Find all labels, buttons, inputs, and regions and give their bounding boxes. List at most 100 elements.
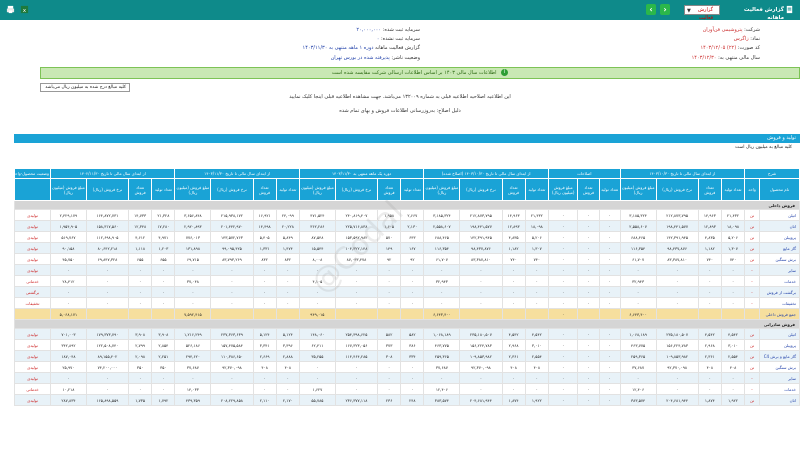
table-cell xyxy=(598,308,621,320)
table-cell: ۵۵,۷۸۵ xyxy=(298,394,336,406)
table-cell: ۵۸۲ xyxy=(400,328,425,340)
table-cell: - xyxy=(744,383,760,395)
table-cell: ۰ xyxy=(210,264,254,276)
table-cell: ۱,۳۰۷ xyxy=(720,242,746,254)
column-header: نرخ فروش (ریال) xyxy=(210,178,254,201)
table-cell: ۰ xyxy=(577,339,600,351)
table-cell: ۰ xyxy=(423,286,461,298)
product-name: سایر xyxy=(758,264,800,276)
table-cell: ۹۴۹,۰۱۵ xyxy=(298,308,336,320)
table-cell: ۳۰۸ xyxy=(377,350,402,362)
printer-icon[interactable] xyxy=(6,5,15,14)
table-cell: ۷۴۰ xyxy=(697,253,722,265)
table-cell: ۰ xyxy=(524,383,549,395)
table-row: اتان تن ۱۸,۰۹۸ ۱۲,۸۹۳ ۱۹۸,۴۴۱,۵۷۷ ۲,۵۵۸,۶۰۷ ۰ ۰… xyxy=(14,220,800,232)
table-cell: تن xyxy=(744,328,760,340)
table-cell: ۰ xyxy=(334,372,379,384)
column-header: تعداد تولید xyxy=(598,178,621,201)
table-cell: ۲,۴۲۹,۱۷۹ xyxy=(49,209,87,221)
excel-icon[interactable]: x xyxy=(20,5,29,14)
table-cell: - xyxy=(744,372,760,384)
table-cell: ۴۶۳,۷۷۵ xyxy=(423,339,461,351)
table-cell: ۲,۹۶۸ xyxy=(697,339,722,351)
report-type-select[interactable]: ▼ گزارش فعالیت xyxy=(684,5,720,21)
group-header: وضعیت محصول-واحد xyxy=(14,168,51,179)
table-cell: ۰ xyxy=(377,264,402,276)
table-cell: ۱۱۶,۳۵۴ xyxy=(423,242,461,254)
table-cell: ۰ xyxy=(400,383,425,395)
table-cell: تولیدی xyxy=(14,242,51,254)
table-cell: ۱۶۷,۳۲۳,۰۵۶ xyxy=(334,339,379,351)
table-cell: ۱,۴۷۴ xyxy=(275,242,300,254)
period-label: سال مالی منتهی به: xyxy=(718,55,760,61)
table-cell: ۰ xyxy=(577,394,600,406)
section-subtitle: کلیه مبالغ به میلیون ریال است xyxy=(735,145,792,150)
table-cell: ۱,۷۳۵ xyxy=(128,394,153,406)
table-cell: تولیدی xyxy=(14,350,51,362)
table-cell: ۶۸۸,۴۶۵ xyxy=(423,231,461,243)
table-cell: ۱۴۹ xyxy=(377,242,402,254)
product-name: گاز مایع xyxy=(758,242,800,254)
table-cell: تن xyxy=(744,339,760,351)
table-cell: ۰ xyxy=(252,286,277,298)
table-cell xyxy=(275,308,300,320)
table-cell: ۳,۰۱۰ xyxy=(524,339,549,351)
table-cell: ۰ xyxy=(423,297,461,309)
table-cell: ۱,۹۵۸ xyxy=(377,209,402,221)
table-cell: ۴۰۸ xyxy=(501,361,526,373)
table-cell: ۱۵۳,۵۹۲,۹۸۲ xyxy=(334,231,379,243)
product-name: برش سنگین xyxy=(758,253,800,265)
capital-unregistered-label: سرمایه ثبت نشده: xyxy=(381,36,420,42)
table-row: اتیلن تن ۴,۵۴۲ ۴,۵۴۲ ۲۳۵,۱۸۰,۵۰۷ ۱,۰۶۸,۱۸۹ ۰ ۰ ۰… xyxy=(14,328,800,340)
table-cell: ۰ xyxy=(547,209,579,221)
table-cell: ۱,۸۷۴ xyxy=(697,394,722,406)
table-cell xyxy=(744,308,760,320)
product-name: گاز مایع و برش C4 xyxy=(758,350,800,362)
table-cell: ۰ xyxy=(210,286,254,298)
table-cell: ۵۲۶,۱۸۶ xyxy=(174,339,212,351)
table-cell: تولیدی xyxy=(14,372,51,384)
table-cell: ۱۷۹,۳۷۳,۷۹۰ xyxy=(85,328,130,340)
table-cell: ۲۱,۴۳۲ xyxy=(524,209,549,221)
table-cell: ۲۱۵,۹۳۸,۱۷۲ xyxy=(210,209,254,221)
table-cell: ۰ xyxy=(275,383,300,395)
table-cell: ۰ xyxy=(275,264,300,276)
table-cell: ۰ xyxy=(697,286,722,298)
table-cell: ۰ xyxy=(524,297,549,309)
table-cell xyxy=(128,308,153,320)
table-cell xyxy=(501,308,526,320)
table-cell: ۰ xyxy=(459,275,503,287)
column-header: نرخ فروش (ریال) xyxy=(655,178,699,201)
table-cell: ۱۲,۸۹۳ xyxy=(697,220,722,232)
report-label: گزارش فعالیت ماهانه xyxy=(375,45,420,51)
table-cell: ۲۲۵,۷۱۶,۸۳۸ xyxy=(334,220,379,232)
table-cell: ۰ xyxy=(598,231,621,243)
table-cell: ۲,۹۶۸ xyxy=(501,339,526,351)
table-cell: ۱۶۷ xyxy=(400,242,425,254)
amendment-link[interactable]: این اطلاعیه اصلاحیه اطلاعیه قبلی به شمار… xyxy=(289,94,511,100)
table-cell: ۱۱۲,۶۹۸,۹۰۵ xyxy=(85,231,130,243)
table-cell xyxy=(655,308,699,320)
table-cell: ۳,۹۰۸ xyxy=(128,328,153,340)
column-header: تعداد فروش xyxy=(377,178,402,201)
next-button[interactable]: ‹ xyxy=(646,4,656,15)
table-cell: ۳۷,۶۸۷ xyxy=(423,361,461,373)
table-cell: ۰ xyxy=(598,383,621,395)
table-cell: ۰ xyxy=(598,242,621,254)
table-cell: ۳,۱۸۵,۳۲۴ xyxy=(423,209,461,221)
table-cell: ۴۰۸ xyxy=(720,361,746,373)
table-cell: ۳۲,۹۴۳ xyxy=(423,275,461,287)
column-header: واحد xyxy=(744,178,760,201)
table-cell: ۰ xyxy=(252,264,277,276)
table-cell: ۰ xyxy=(697,372,722,384)
table-cell: ۵۸۲ xyxy=(377,328,402,340)
table-cell: ۴۰۸ xyxy=(524,361,549,373)
table-cell: ۶۵۵ xyxy=(151,253,176,265)
group-row: فروش داخلی xyxy=(14,200,800,210)
prev-button[interactable]: › xyxy=(660,4,670,15)
table-cell: تن xyxy=(744,220,760,232)
table-cell: ۰ xyxy=(655,383,699,395)
table-cell: ۰ xyxy=(210,297,254,309)
table-cell: ۱۸,۰۹۸ xyxy=(720,220,746,232)
table-cell: ۰ xyxy=(377,372,402,384)
